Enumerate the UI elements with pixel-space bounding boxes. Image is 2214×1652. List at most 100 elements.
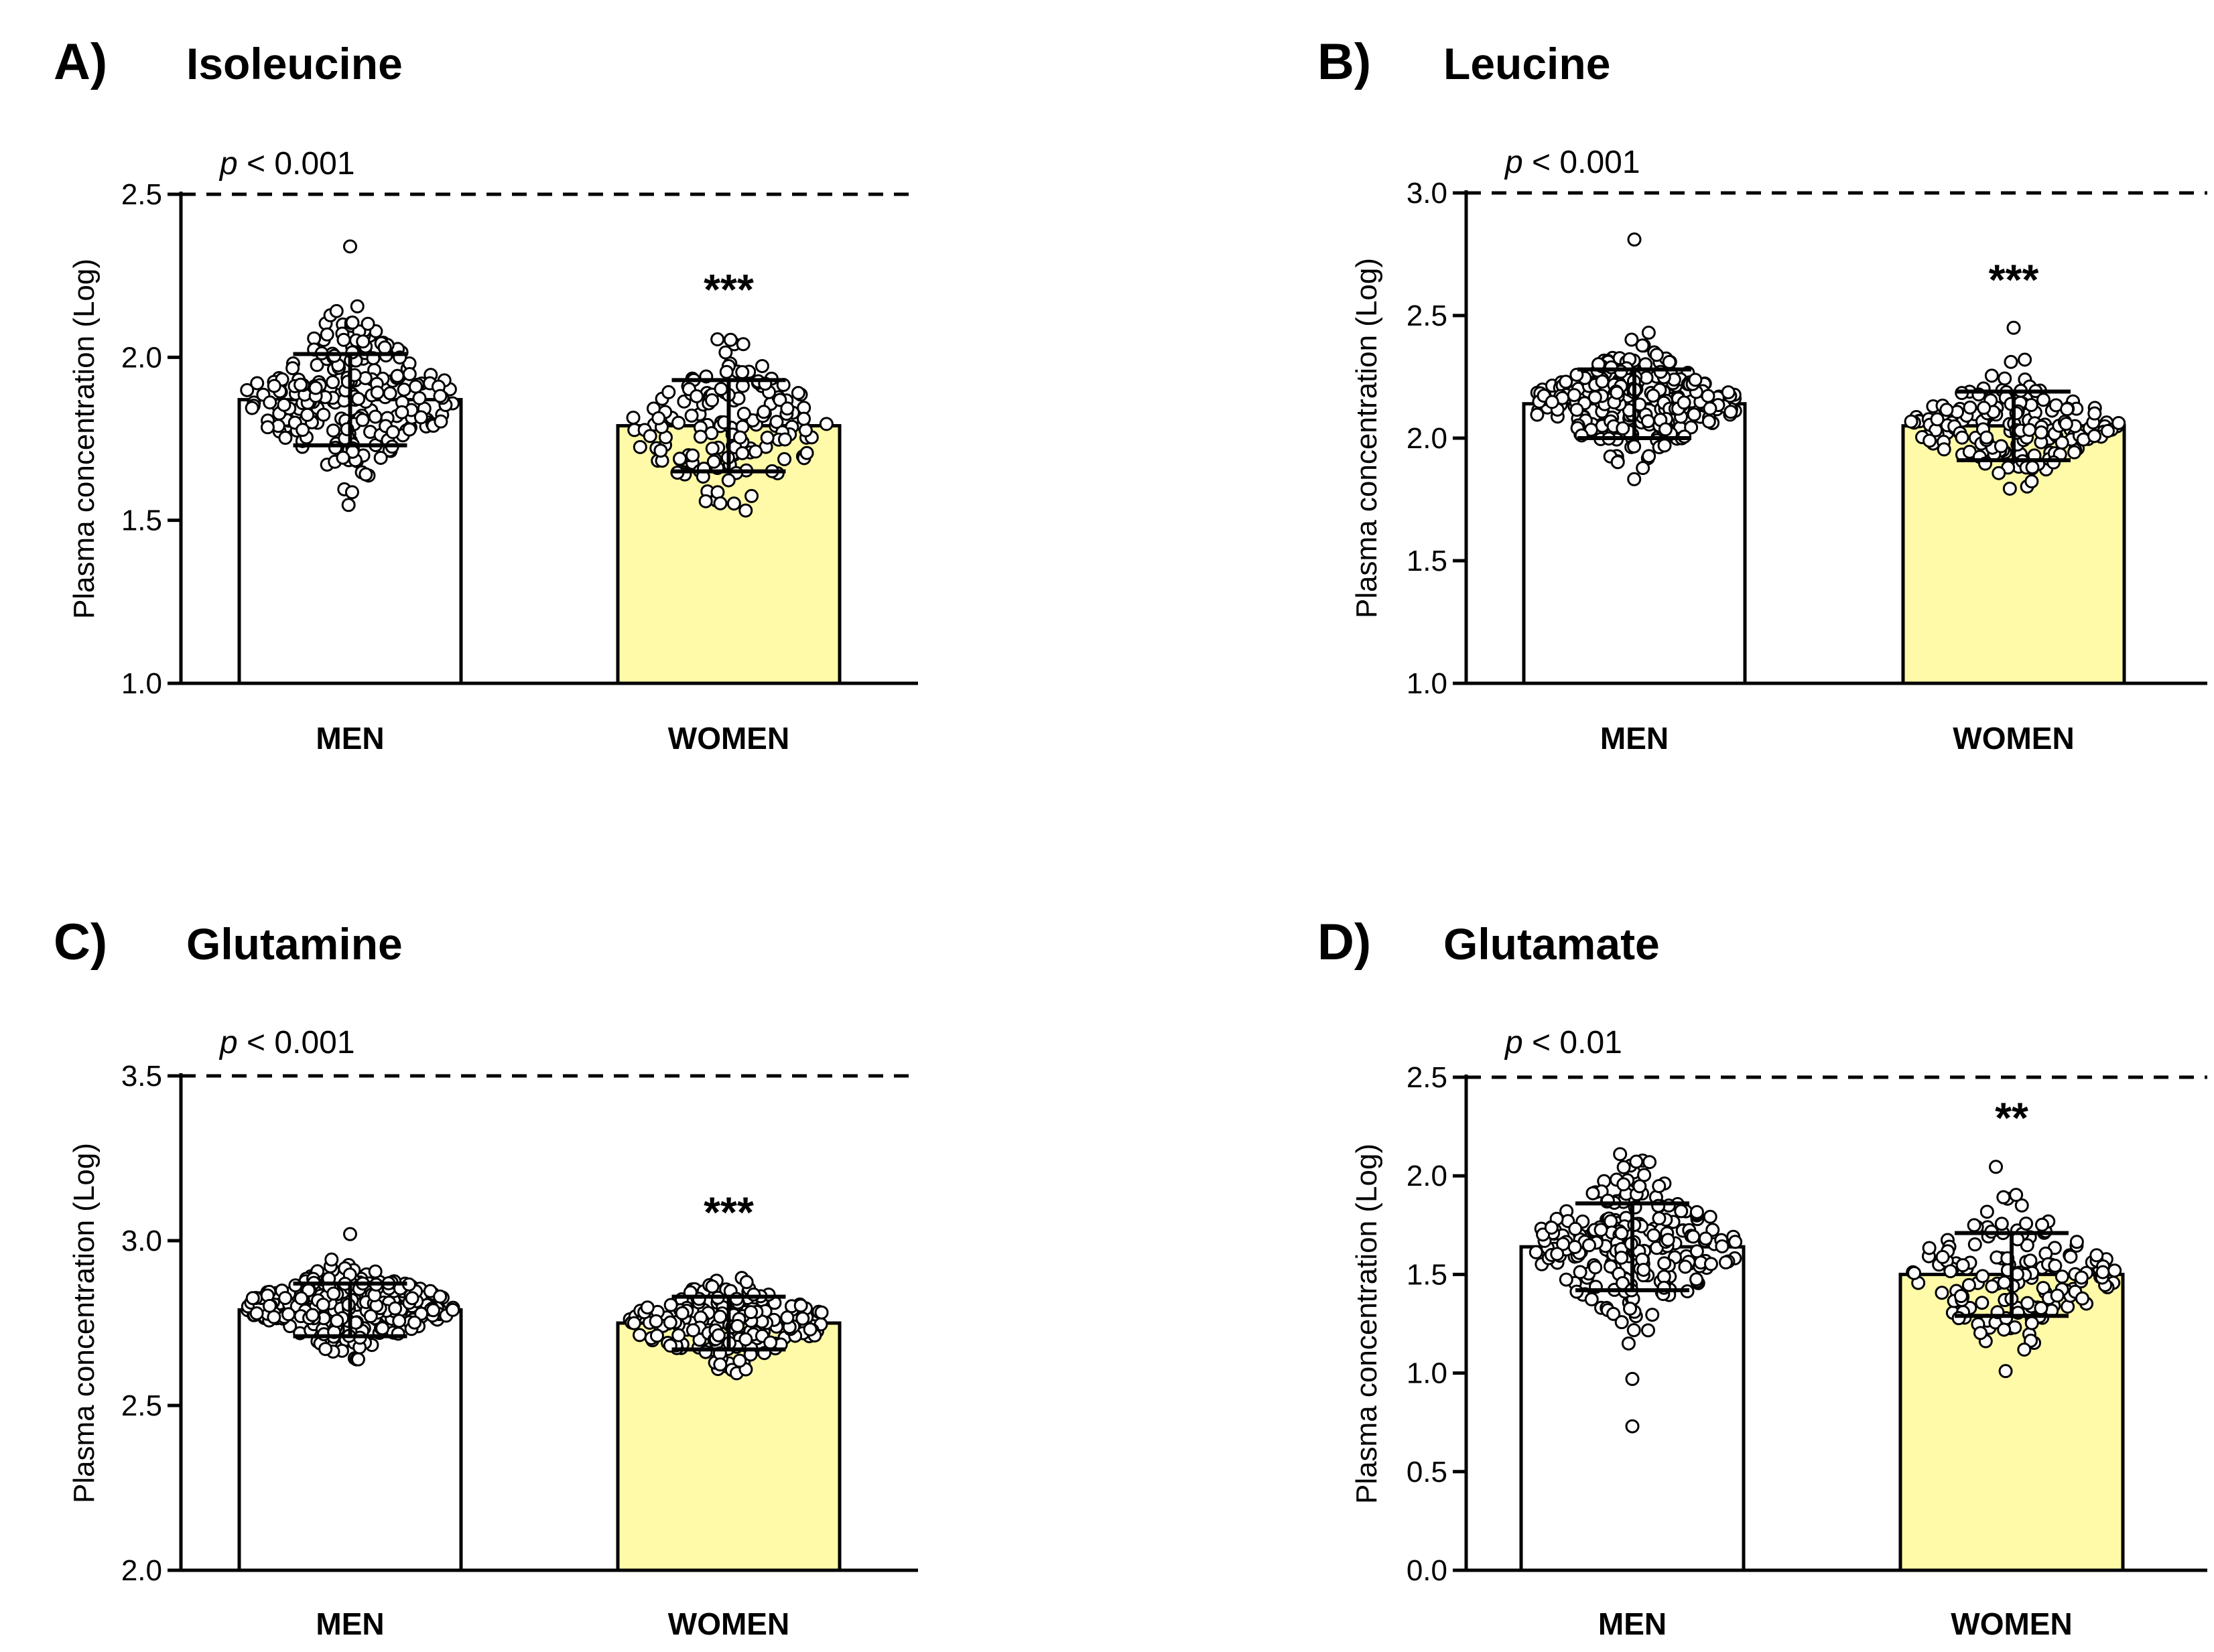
panel-letter: C) [54, 914, 107, 971]
data-point [777, 452, 792, 466]
data-point [308, 381, 323, 395]
data-point [294, 1291, 308, 1306]
data-point [713, 1357, 728, 1372]
data-point [263, 395, 277, 410]
data-point [388, 1301, 403, 1316]
data-point [240, 383, 255, 397]
data-point [277, 397, 291, 412]
data-point [2107, 1263, 2122, 1278]
data-point [1573, 1265, 1587, 1280]
data-point [1621, 1336, 1636, 1351]
error-bar-men [1575, 1201, 1689, 1292]
data-point [278, 1291, 293, 1306]
data-point [718, 345, 733, 360]
data-point [329, 303, 344, 318]
data-point [407, 1315, 422, 1330]
data-point [267, 378, 281, 393]
dots-women [1906, 1160, 2122, 1379]
data-point [2020, 1238, 2034, 1253]
data-point [2002, 481, 2017, 496]
data-point [405, 1291, 419, 1306]
data-point [316, 1298, 330, 1312]
data-point [1684, 420, 1699, 435]
data-point [721, 473, 736, 488]
data-point [1567, 1240, 1582, 1255]
data-point [686, 1323, 700, 1338]
data-point [1728, 1235, 1743, 1249]
p-value-annotation: p < 0.001 [218, 1025, 355, 1060]
data-point [1723, 405, 1738, 419]
data-point [1904, 414, 1918, 429]
data-point [735, 445, 750, 460]
data-point [1544, 1221, 1559, 1235]
data-point [1922, 1241, 1937, 1255]
data-point [814, 1305, 829, 1320]
data-point [1937, 442, 1951, 457]
data-point [2055, 1269, 2069, 1284]
data-point [260, 420, 275, 435]
data-point [350, 1352, 365, 1367]
data-point [2063, 1249, 2078, 1264]
data-point [1550, 1247, 1565, 1261]
data-point [627, 1316, 641, 1330]
data-point [803, 1322, 818, 1336]
data-point [1649, 348, 1664, 362]
data-point [326, 1286, 341, 1301]
data-point [780, 401, 795, 416]
data-point [1610, 385, 1624, 400]
data-point [710, 332, 725, 347]
data-point [377, 340, 392, 355]
data-point [2100, 423, 2115, 438]
data-point [392, 1314, 407, 1328]
data-point [1677, 395, 1691, 410]
data-point [760, 430, 775, 445]
data-point [798, 423, 813, 437]
y-axis-label: Plasma concentration (Log) [1350, 1144, 1383, 1504]
data-point [294, 377, 308, 392]
data-point [368, 409, 383, 424]
data-point [446, 1302, 460, 1317]
y-tick-label: 2.0 [1407, 422, 1447, 455]
data-point [2095, 1265, 2110, 1280]
data-point [738, 503, 753, 518]
error-bar-men [1577, 367, 1691, 440]
data-point [732, 430, 747, 445]
data-point [351, 392, 366, 407]
data-point [1652, 1179, 1667, 1194]
data-point [739, 1275, 754, 1290]
significance-stars: *** [1989, 255, 2039, 303]
y-tick-label: 0.5 [1407, 1456, 1447, 1489]
data-point [1998, 1364, 2013, 1379]
data-point [1635, 338, 1650, 353]
data-point [390, 368, 405, 383]
data-point [1688, 372, 1703, 387]
data-point [1977, 401, 1992, 415]
dots-men [1528, 1147, 1743, 1434]
data-point [1587, 390, 1602, 405]
data-point [777, 432, 792, 447]
data-point [2018, 352, 2032, 367]
data-point [2050, 1288, 2065, 1303]
data-point [413, 410, 428, 425]
data-point [736, 337, 751, 352]
panel-title: Glutamine [186, 919, 403, 969]
data-point [2020, 1296, 2035, 1310]
data-point [305, 1308, 320, 1322]
data-point [1613, 1147, 1628, 1162]
data-point [2024, 1316, 2039, 1330]
data-point [326, 374, 340, 389]
data-point [1923, 433, 1937, 448]
y-tick-label: 0.0 [1407, 1554, 1447, 1587]
data-point [1687, 407, 1701, 422]
data-point [343, 239, 357, 254]
data-point [661, 385, 676, 399]
y-tick-label: 3.0 [1407, 177, 1447, 210]
data-point [799, 445, 814, 460]
data-point [705, 393, 720, 408]
data-point [368, 1264, 383, 1279]
data-point [262, 1298, 277, 1313]
data-point [663, 1298, 678, 1312]
data-point [757, 405, 771, 419]
data-point [714, 382, 728, 397]
data-point [1588, 1260, 1603, 1275]
